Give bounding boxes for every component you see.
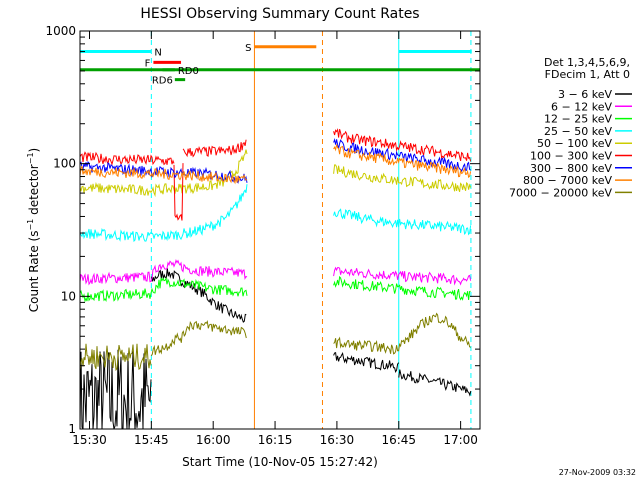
series-line-6-12-keV [333, 266, 472, 286]
series-line-100-300-keV [173, 163, 184, 221]
legend-entry-label: 800 − 7000 keV [523, 174, 612, 187]
series-line-3-6-keV [150, 268, 247, 323]
legend-entry-label: 3 − 6 keV [558, 88, 612, 101]
x-tick-label: 16:00 [196, 433, 231, 447]
legend-header-line-2: FDecim 1, Att 0 [545, 68, 630, 81]
series-line-50-100-keV [333, 164, 472, 192]
series-line-7000-20000-keV [333, 312, 471, 355]
series-line-100-300-keV [182, 139, 247, 158]
series-line-50-100-keV [79, 149, 248, 198]
series-line-25-50-keV [333, 208, 472, 236]
x-tick-label: 16:45 [381, 433, 416, 447]
flag-label-rd6: RD6 [152, 76, 173, 87]
legend-entry-label: 7000 − 20000 keV [509, 186, 612, 199]
y-tick-label: 1000 [45, 24, 76, 38]
flag-label-n: N [154, 48, 161, 59]
y-tick-label: 1 [68, 422, 76, 436]
series-line-3-6-keV [333, 352, 400, 373]
legend-header-line-1: Det 1,3,4,5,6,9, [544, 56, 630, 69]
legend-entry-label: 25 − 50 keV [544, 125, 612, 138]
legend-entry-label: 50 − 100 keV [537, 137, 612, 150]
flag-label-rd0: RD0 [178, 66, 199, 77]
flag-label-f: F [145, 58, 151, 69]
plot-frame [79, 30, 481, 430]
legend-entry-label: 6 − 12 keV [551, 100, 612, 113]
y-axis-label: Count Rate (s−1 detector−1) [26, 148, 41, 312]
x-tick-label: 15:30 [72, 433, 107, 447]
legend-entry-label: 12 − 25 keV [544, 113, 612, 126]
series-line-3-6-keV [398, 369, 472, 397]
y-tick-label: 10 [61, 289, 76, 303]
series-line-300-800-keV [79, 160, 248, 184]
series-line-7000-20000-keV [150, 320, 247, 357]
legend-entry-label: 300 − 800 keV [530, 162, 612, 175]
series-line-3-6-keV [79, 349, 152, 430]
legend-entry-label: 100 − 300 keV [530, 150, 612, 163]
x-tick-label: 17:00 [443, 433, 478, 447]
series-line-7000-20000-keV [79, 343, 152, 372]
series-line-100-300-keV [79, 151, 175, 166]
series-line-800-7000-keV [333, 144, 472, 179]
footer-date: 27-Nov-2009 03:32 [559, 468, 636, 477]
x-axis-label: Start Time (10-Nov-05 15:27:42) [182, 455, 378, 469]
series-line-12-25-keV [333, 275, 471, 301]
y-tick-label: 100 [53, 157, 76, 171]
series-line-25-50-keV [79, 184, 248, 243]
chart-title: HESSI Observing Summary Count Rates [140, 6, 419, 22]
series-line-100-300-keV [333, 128, 472, 162]
x-tick-label: 16:30 [320, 433, 355, 447]
x-tick-label: 16:15 [258, 433, 293, 447]
series-line-800-7000-keV [79, 165, 248, 185]
series-line-12-25-keV [79, 276, 248, 303]
series-line-6-12-keV [79, 258, 248, 286]
flag-label-s: S [245, 43, 251, 54]
x-tick-label: 15:45 [134, 433, 169, 447]
